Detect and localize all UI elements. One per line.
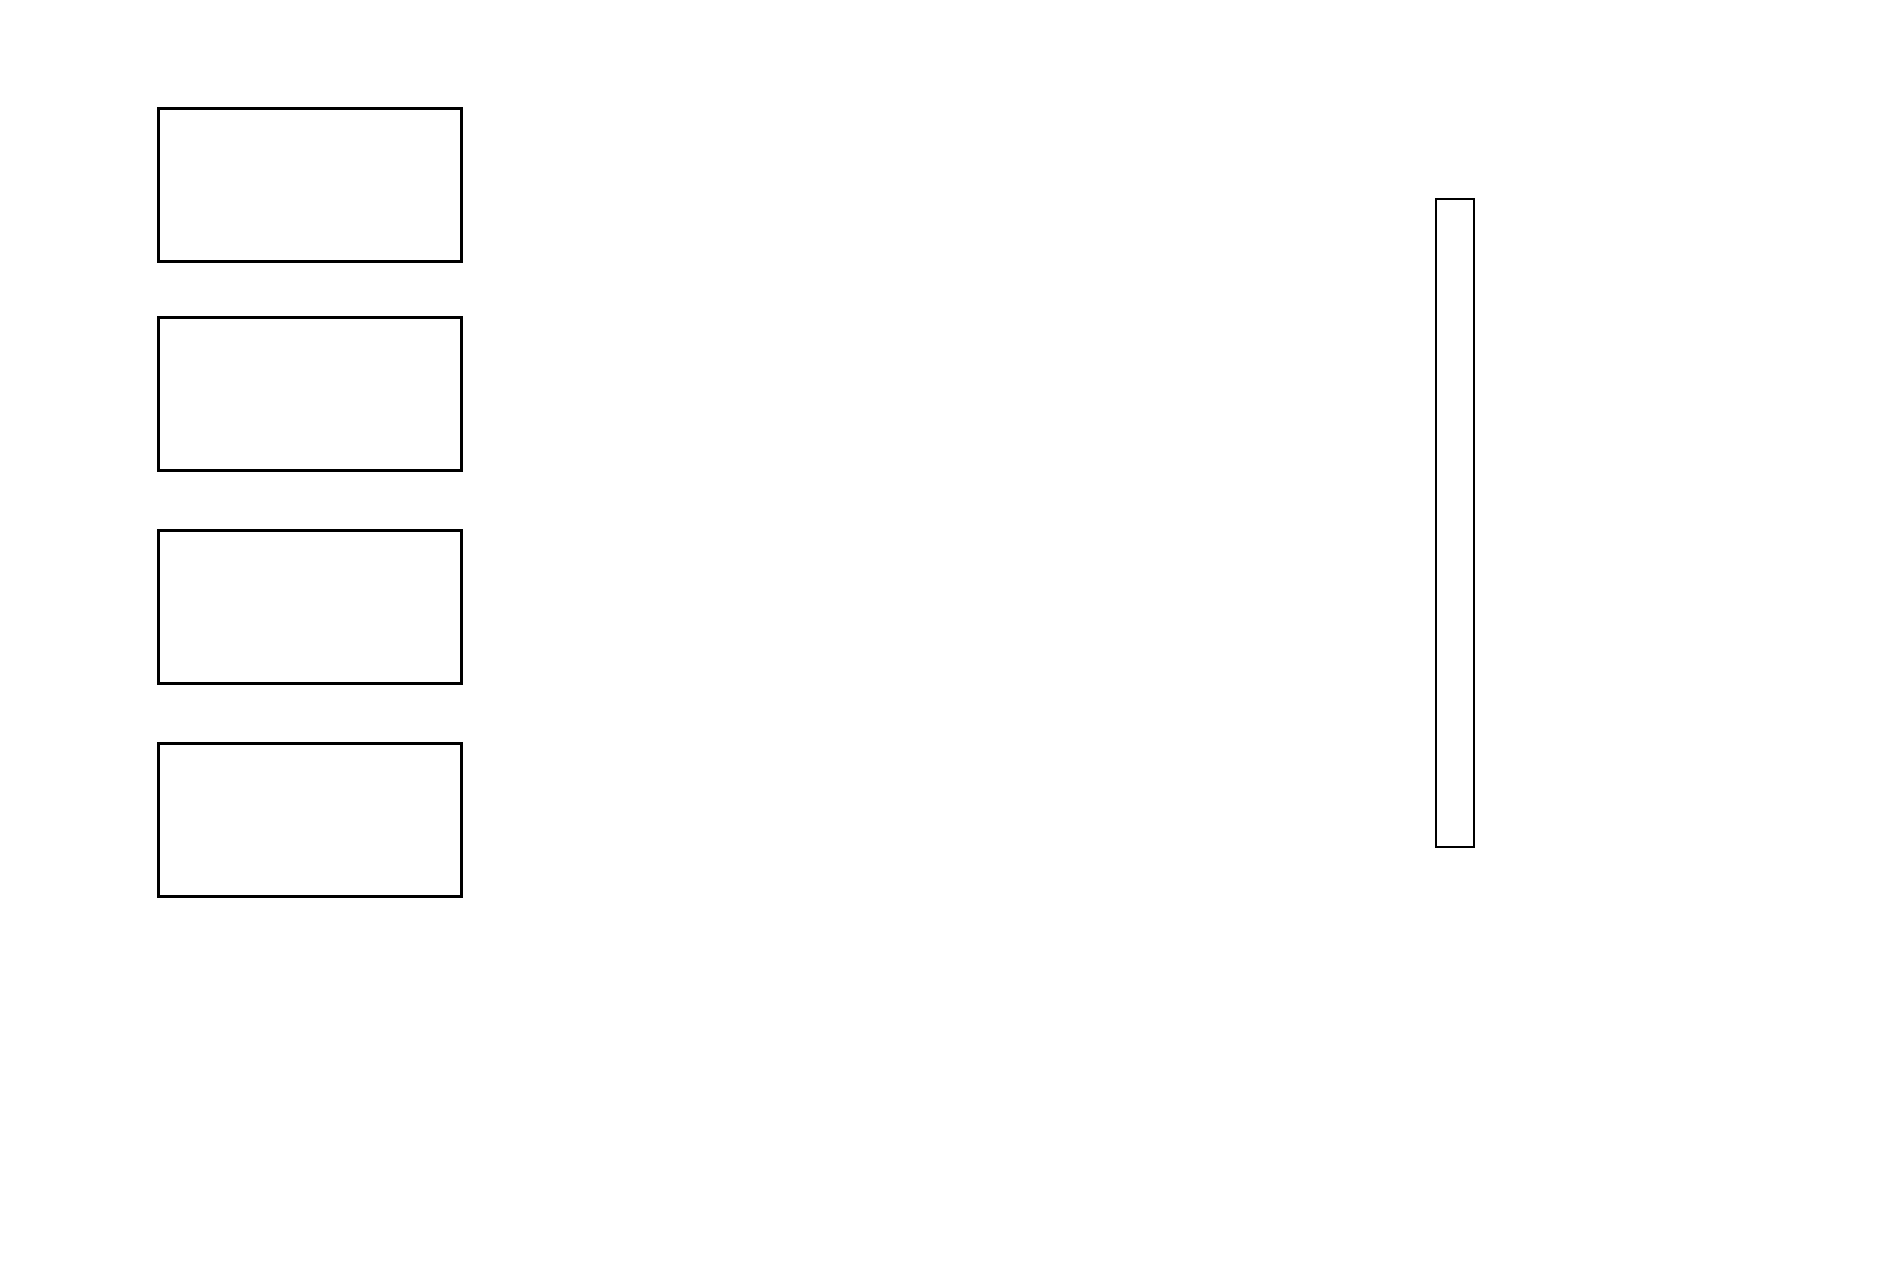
sigma-phi-plot-canvas: [160, 745, 460, 895]
panel-vtec: [157, 107, 463, 263]
rot-plot-canvas: [160, 319, 460, 469]
s4-plot-canvas: [160, 532, 460, 682]
colorbar: [1435, 198, 1737, 848]
vtec-plot-canvas: [160, 110, 460, 260]
panel-s4: [157, 529, 463, 685]
colorbar-gradient: [1437, 200, 1737, 350]
panel-sigma: [157, 742, 463, 898]
panel-rot: [157, 316, 463, 472]
